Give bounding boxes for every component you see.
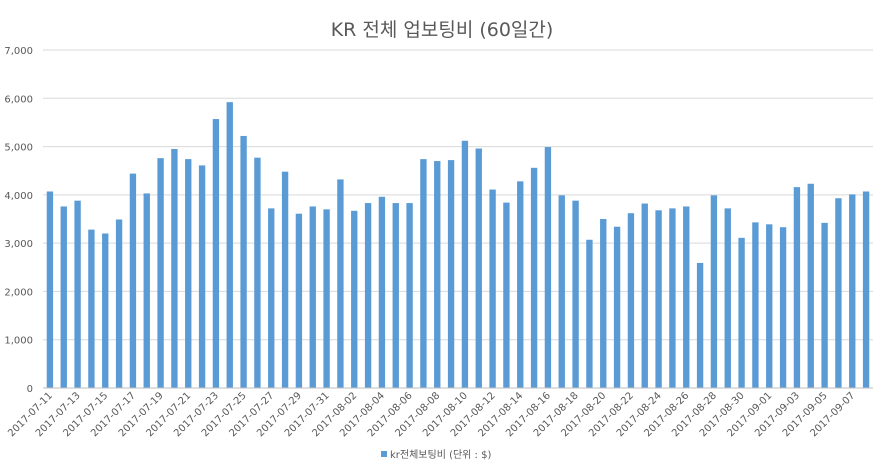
- bar: [281, 171, 289, 388]
- bar: [724, 208, 731, 388]
- legend: kr전체보팅비 (단위 : $): [381, 448, 491, 461]
- bar: [544, 147, 552, 388]
- bar: [74, 200, 81, 388]
- bar: [447, 160, 455, 388]
- bar: [143, 193, 150, 388]
- bar: [226, 102, 233, 389]
- bar: [254, 157, 261, 388]
- bar: [309, 206, 316, 388]
- bar: [351, 210, 358, 388]
- bar: [530, 167, 538, 388]
- bar: [157, 158, 164, 388]
- bar: [212, 119, 220, 388]
- bar: [60, 206, 67, 388]
- bar: [102, 233, 109, 388]
- bar: [337, 179, 344, 388]
- chart-title: KR 전체 업보팅비 (60일간): [331, 19, 554, 41]
- bar: [710, 195, 718, 388]
- bar: [627, 213, 635, 388]
- bar: [420, 159, 427, 388]
- bar: [129, 173, 137, 388]
- bar: [88, 229, 95, 388]
- bar: [240, 135, 247, 388]
- bar: [295, 213, 303, 388]
- bar: [586, 239, 593, 388]
- x-axis-ticks: 2017-07-112017-07-132017-07-152017-07-17…: [6, 390, 857, 439]
- bar: [171, 148, 178, 388]
- bar: [115, 219, 123, 388]
- bar: [613, 226, 621, 388]
- bar: [655, 210, 662, 388]
- bar: [793, 187, 801, 388]
- bar: [198, 165, 206, 388]
- bar: [46, 191, 54, 388]
- bar: [461, 140, 469, 388]
- bar: [807, 183, 814, 388]
- y-tick-label: 6,000: [4, 94, 33, 105]
- bar: [268, 208, 275, 388]
- gridlines: [43, 49, 873, 341]
- bar: [835, 198, 842, 388]
- bar: [406, 203, 413, 388]
- y-tick-label: 1,000: [4, 336, 33, 347]
- bar: [821, 222, 828, 388]
- y-tick-label: 7,000: [4, 46, 33, 57]
- bar: [434, 161, 441, 388]
- bar: [696, 262, 704, 388]
- bar: [558, 195, 565, 388]
- bar: [683, 206, 690, 388]
- bar: [600, 219, 607, 388]
- bar: [503, 202, 510, 388]
- y-axis-ticks: 0 1,000 2,000 3,000 4,000 5,000 6,000 7,000: [4, 46, 33, 395]
- bar: [766, 224, 773, 388]
- bar: [489, 189, 496, 388]
- y-tick-label: 2,000: [4, 287, 33, 298]
- bar: [738, 237, 745, 388]
- bar: [641, 203, 648, 388]
- bar: [378, 196, 386, 388]
- bar: [779, 227, 787, 388]
- bar: [849, 194, 856, 388]
- bar: [185, 159, 192, 388]
- bars: [46, 102, 870, 389]
- bar: [669, 208, 676, 388]
- y-tick-label: 4,000: [4, 191, 33, 202]
- y-tick-label: 5,000: [4, 143, 33, 154]
- legend-label: kr전체보팅비 (단위 : $): [390, 448, 491, 461]
- bar: [862, 191, 870, 388]
- bar: [517, 181, 524, 388]
- bar: [752, 222, 759, 388]
- bar: [323, 209, 330, 388]
- bar: [475, 148, 482, 388]
- legend-swatch: [381, 451, 387, 457]
- bar: [364, 203, 372, 388]
- y-tick-label: 3,000: [4, 239, 33, 250]
- y-tick-label: 0: [27, 384, 33, 395]
- bar: [392, 203, 399, 388]
- bar: [572, 200, 579, 388]
